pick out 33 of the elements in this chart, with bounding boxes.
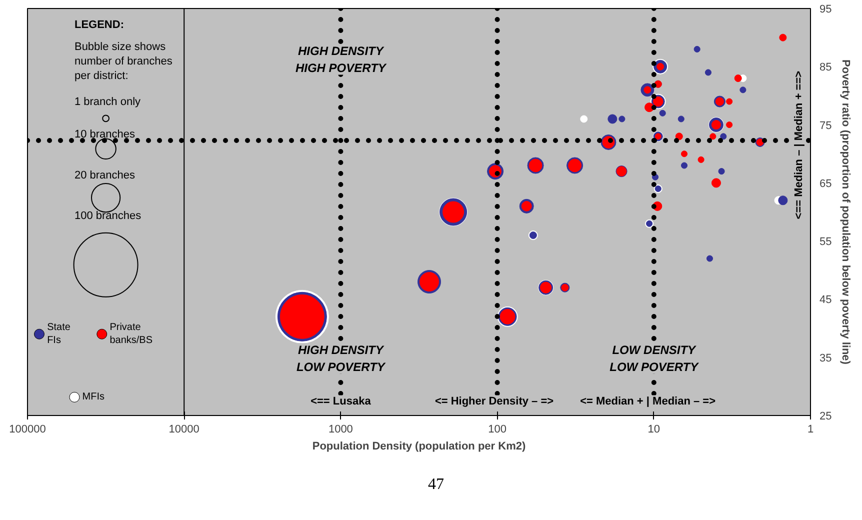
y-tick-label: 25 — [820, 410, 832, 422]
y-tick-label: 45 — [820, 294, 832, 306]
y-tick-label: 55 — [820, 236, 832, 248]
y-tick-label: 35 — [820, 352, 832, 364]
ref-line-label: <= Higher Density – => — [434, 395, 554, 408]
y-axis-title: Poverty ratio (proportion of population below poverty line) — [840, 60, 852, 365]
legend-label: 20 branches — [74, 169, 136, 182]
x-tick-label: 100000 — [9, 424, 46, 436]
y-tick-label: 75 — [820, 120, 832, 132]
ref-line-label: <= Median + | Median – => — [580, 395, 716, 408]
text: 47 — [428, 475, 444, 495]
y-tick-label: 85 — [820, 62, 832, 74]
x-axis-title: Population Density (population per Km2) — [312, 440, 526, 452]
legend-title: LEGEND: — [74, 18, 124, 31]
ref-line-label: <== Lusaka — [310, 395, 372, 408]
annotation: HIGH DENSITY LOW POVERTY — [296, 343, 386, 374]
legend-label: State FIs — [47, 322, 71, 346]
legend-label: 100 branches — [74, 210, 142, 222]
legend-label: 10 branches — [74, 128, 136, 141]
x-tick-label: 1 — [807, 424, 814, 436]
x-tick-label: 1000 — [328, 424, 353, 436]
annotation: Bubble size shows number of branches per district: — [74, 41, 173, 82]
y-tick-label: 65 — [820, 178, 832, 190]
ref-line-label: <== Median – | Median + ==> — [792, 70, 805, 220]
legend-label: Private banks/BS — [110, 322, 153, 346]
annotation: HIGH DENSITY HIGH POVERTY — [295, 44, 387, 75]
x-tick-label: 10000 — [168, 424, 200, 436]
legend-label: MFIs — [82, 392, 105, 403]
y-tick-label: 95 — [820, 4, 832, 16]
x-tick-label: 10 — [648, 424, 660, 436]
x-tick-label: 100 — [488, 424, 506, 436]
annotation: LOW DENSITY LOW POVERTY — [610, 343, 700, 374]
legend-label: 1 branch only — [74, 96, 142, 108]
